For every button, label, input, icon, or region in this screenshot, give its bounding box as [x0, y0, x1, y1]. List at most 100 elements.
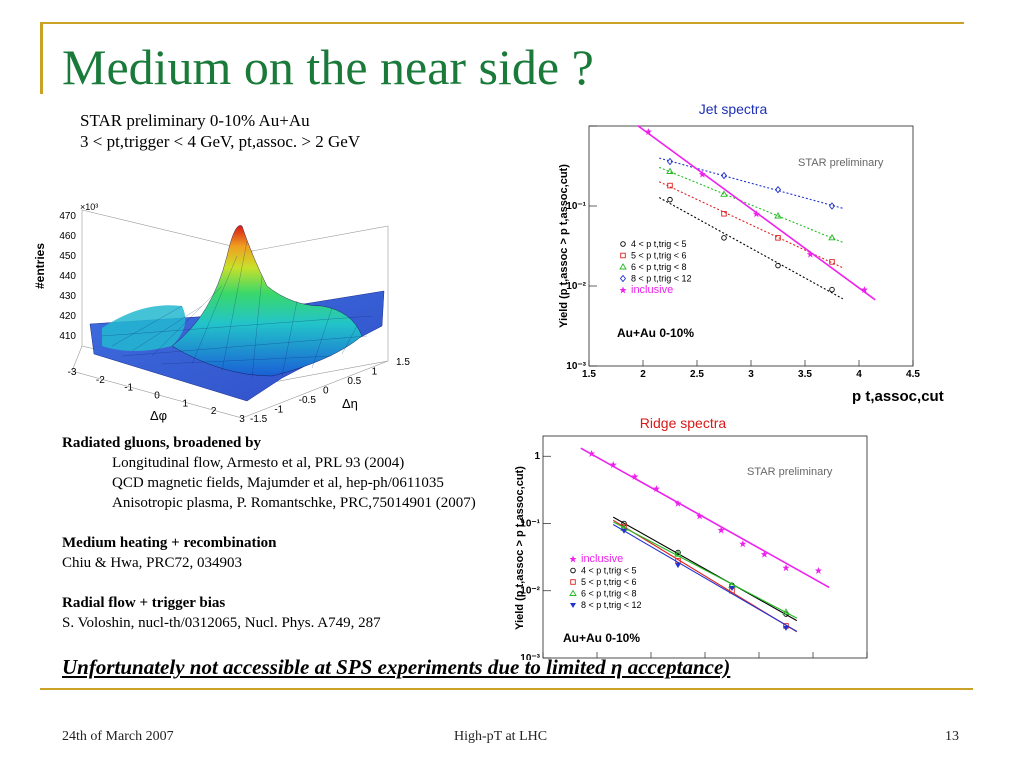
- surface-z-tick: 470: [59, 211, 76, 222]
- surface-zlabel: #entries: [33, 243, 47, 289]
- ridge-y-tick: 1: [534, 451, 540, 462]
- surface-plot: #entries ×10³ 410 420 430 440 450 460 470 -3 -2…: [33, 202, 410, 425]
- jet-x-tick: 4: [856, 369, 862, 380]
- jet-x-tick: 2: [640, 369, 646, 380]
- footer-date: 24th of March 2007: [62, 729, 174, 744]
- bullet-heading-flow: Radial flow + trigger bias: [62, 595, 226, 611]
- bottom-statement: Unfortunately not accessible at SPS expe…: [62, 655, 731, 679]
- ridge-data-point: [783, 625, 789, 631]
- ridge-spectra-chart: Ridge spectra Yield (p t,assoc > p t,ass…: [514, 415, 868, 660]
- surface-y-tick: -0.5: [299, 395, 317, 406]
- jet-data-point: [775, 262, 781, 269]
- ridge-legend-label: 5 < p t,trig < 6: [581, 577, 637, 587]
- ridge-fit-line: [612, 516, 798, 622]
- ridge-legend-marker: [569, 589, 577, 596]
- surface-left-ridge: [102, 305, 186, 351]
- jet-data-point: [774, 212, 782, 219]
- jet-legend-marker: [620, 241, 626, 247]
- jet-data-point: [644, 128, 652, 136]
- jet-legend-label: 4 < p t,trig < 5: [631, 239, 687, 249]
- ridge-title: Ridge spectra: [640, 415, 727, 431]
- ridge-data-point: [717, 526, 725, 534]
- ridge-legend-marker: [570, 567, 576, 574]
- bullet-heading-gluons: Radiated gluons, broadened by: [62, 435, 261, 451]
- jet-fit-line: [658, 166, 844, 243]
- surface-peak: [171, 225, 363, 377]
- jet-data-point: [775, 235, 781, 241]
- jet-spectra-chart: Jet spectra Yield (p t,assoc > p t,assoc…: [558, 101, 920, 380]
- ridge-data-point: [729, 585, 735, 591]
- jet-data-point: [667, 182, 673, 189]
- ridge-legend-label: 4 < p t,trig < 5: [581, 566, 637, 576]
- jet-legend-label: 8 < p t,trig < 12: [631, 274, 692, 284]
- surface-y-ticks: -1.5 -1 -0.5 0 0.5 1 1.5: [250, 357, 410, 425]
- jet-x-tick: 3.5: [798, 369, 812, 380]
- star-caption: STAR preliminary 0-10% Au+Au 3 < pt,trig…: [80, 110, 360, 152]
- jet-data-point: [806, 250, 814, 258]
- ridge-data-point: [588, 449, 596, 457]
- jet-x-tick: 3: [748, 369, 754, 380]
- surface-x-tick: 2: [211, 406, 217, 417]
- jet-data-point: [752, 210, 760, 218]
- surface-y-tick: 1.5: [396, 357, 410, 368]
- ridge-data-point: [631, 472, 639, 480]
- ridge-data-point: [696, 512, 704, 520]
- jet-data-point: [666, 157, 674, 166]
- ridge-data-point: [621, 528, 627, 534]
- surface-y-tick: 0.5: [347, 376, 361, 387]
- footer-page-number: 13: [945, 729, 959, 744]
- jet-ticks: 1.5 2 2.5 3 3.5 4 4.5 10⁻³ 10⁻² 10⁻¹: [566, 125, 920, 380]
- ridge-y-tick: 10⁻²: [520, 586, 540, 597]
- ridge-ticks: 1.522.533.544.510⁻³10⁻²10⁻¹1: [520, 451, 868, 660]
- jet-frame: [588, 125, 914, 367]
- surface-z-tick: 420: [59, 311, 76, 322]
- surface-z-tick: 410: [59, 331, 76, 342]
- surface-y-tick: -1.5: [250, 414, 268, 425]
- surface-z-tick: 450: [59, 251, 76, 262]
- ridge-annotation: STAR preliminary: [747, 466, 833, 478]
- jet-legend: 4 < p t,trig < 5 5 < p t,trig < 66 < p t,…: [619, 239, 692, 296]
- jet-marks: [637, 124, 876, 301]
- surface-mesh: [101, 240, 373, 379]
- surface-z-tick: 430: [59, 291, 76, 302]
- ridge-data-point: [674, 550, 682, 557]
- jet-y-tick: 10⁻¹: [566, 201, 586, 212]
- ridge-y-tick: 10⁻¹: [520, 518, 540, 529]
- ridge-marks: [580, 447, 830, 633]
- ridge-data-point: [652, 485, 660, 493]
- surface-x-tick: -1: [124, 383, 133, 394]
- footer-title: High-pT at LHC: [454, 729, 548, 744]
- surface-z-ticks: 410 420 430 440 450 460 470: [59, 211, 76, 342]
- surface-x-tick: 1: [183, 398, 189, 409]
- jet-data-point: [720, 190, 728, 197]
- surface-xlabel: Δφ: [150, 408, 167, 423]
- jet-legend-marker: [619, 263, 627, 270]
- left-accent-bar: [40, 22, 43, 94]
- ridge-data-point: [739, 540, 747, 548]
- ridge-data-point: [760, 550, 768, 558]
- jet-legend-label: 5 < p t,trig < 6: [631, 251, 687, 261]
- top-rule: [40, 22, 964, 24]
- jet-ylabel: Yield (p t,assoc > p t,assoc,cut): [558, 164, 570, 328]
- jet-data-point: [721, 211, 727, 217]
- surface-z-tick: 440: [59, 271, 76, 282]
- ridge-ylabel: Yield (p t,assoc > p t,assoc,cut): [514, 466, 526, 630]
- ridge-data-point: [609, 461, 617, 469]
- jet-data-point: [721, 235, 727, 241]
- ridge-data-point: [674, 499, 682, 507]
- ridge-data-point: [675, 563, 681, 569]
- bullet-item-majumder: QCD magnetic fields, Majumder et al, hep…: [112, 475, 444, 491]
- ridge-frame: [542, 435, 868, 659]
- ridge-legend-label: 6 < p t,trig < 8: [581, 589, 637, 599]
- jet-y-tick: 10⁻³: [566, 361, 586, 372]
- surface-ylabel: Δη: [342, 396, 358, 411]
- jet-system: Au+Au 0-10%: [617, 326, 694, 340]
- ridge-legend-marker: [570, 603, 576, 608]
- jet-legend-marker: [620, 252, 626, 259]
- ridge-y-tick: 10⁻³: [520, 653, 540, 660]
- jet-data-point: [698, 170, 706, 178]
- jet-legend-marker: [619, 274, 627, 283]
- jet-annotation: STAR preliminary: [798, 157, 884, 169]
- surface-z-tick: 460: [59, 231, 76, 242]
